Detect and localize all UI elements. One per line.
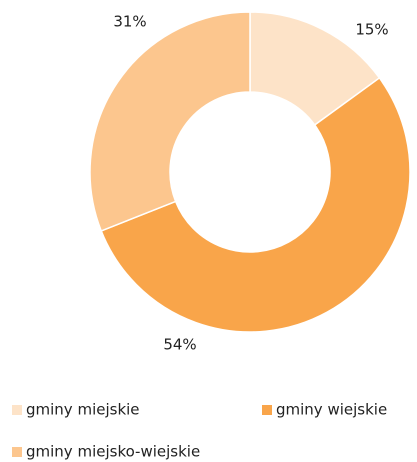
data-label: 31% bbox=[113, 13, 146, 31]
legend-swatch bbox=[12, 405, 22, 415]
legend-swatch bbox=[262, 405, 272, 415]
legend-label: gminy wiejskie bbox=[276, 401, 387, 419]
donut-slice bbox=[100, 76, 411, 333]
legend-label: gminy miejskie bbox=[26, 401, 140, 419]
donut-slice bbox=[89, 11, 251, 232]
data-label: 54% bbox=[163, 336, 196, 354]
legend-label: gminy miejsko-wiejskie bbox=[26, 443, 200, 461]
data-label: 15% bbox=[355, 21, 388, 39]
legend-swatch bbox=[12, 447, 22, 457]
